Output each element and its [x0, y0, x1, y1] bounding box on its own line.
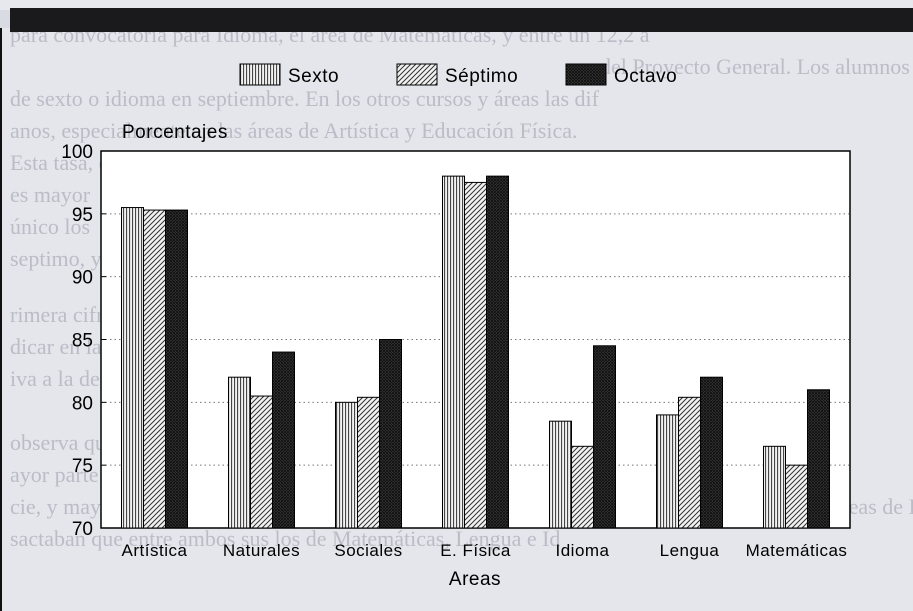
legend-swatch	[239, 63, 281, 86]
bar-octavo	[379, 339, 402, 529]
bar-sptimo	[250, 395, 273, 529]
x-category-label: Lengua	[660, 541, 720, 560]
y-tick-label: 70	[72, 519, 93, 540]
x-category-label: Idioma	[555, 541, 609, 560]
bar-sexto	[121, 207, 144, 529]
bar-octavo	[272, 351, 295, 529]
legend-label: Séptimo	[445, 66, 518, 87]
bar-sptimo	[357, 396, 380, 529]
bar-sexto	[549, 420, 572, 529]
x-category-label: Artística	[122, 541, 188, 560]
top-black-band	[10, 8, 913, 32]
bar-sexto	[442, 175, 465, 529]
bar-octavo	[807, 389, 830, 529]
x-category-labels: Artística Naturales Sociales E. Física Idiom…	[122, 541, 848, 560]
bar-sptimo	[678, 396, 701, 529]
x-category-label: Naturales	[223, 541, 300, 560]
bar-sptimo	[143, 209, 166, 529]
bar-sexto	[656, 414, 679, 529]
bar-sexto	[763, 445, 786, 529]
bar-octavo	[165, 209, 188, 529]
y-axis-label: Porcentajes	[122, 122, 228, 143]
page-top-strip	[0, 0, 913, 10]
bar-octavo	[593, 345, 616, 529]
y-tick-label: 95	[72, 205, 93, 226]
bar-sexto	[228, 376, 251, 529]
legend-label: Octavo	[614, 66, 677, 87]
bar-sptimo	[785, 464, 808, 529]
y-tick-label: 85	[72, 331, 93, 352]
x-category-label: E. Física	[440, 541, 511, 560]
bar-sexto	[335, 401, 358, 529]
legend-swatch	[396, 63, 438, 86]
bar-octavo	[700, 376, 723, 529]
legend-swatch	[565, 63, 607, 86]
bar-sptimo	[464, 181, 487, 529]
bar-sptimo	[571, 445, 594, 529]
y-tick-label: 90	[72, 268, 93, 289]
y-tick-label: 80	[72, 393, 93, 414]
legend-label: Sexto	[288, 66, 339, 87]
bars	[121, 175, 830, 529]
bar-octavo	[486, 175, 509, 529]
y-tick-label: 100	[61, 142, 93, 163]
x-axis-label: Areas	[449, 569, 501, 590]
y-tick-label: 75	[72, 456, 93, 477]
legend: Sexto Séptimo Octavo	[239, 63, 677, 87]
x-category-label: Sociales	[334, 541, 402, 560]
y-tick-labels: 70 75 80 85 90 95 100	[61, 142, 106, 540]
x-category-label: Matemáticas	[746, 541, 848, 560]
